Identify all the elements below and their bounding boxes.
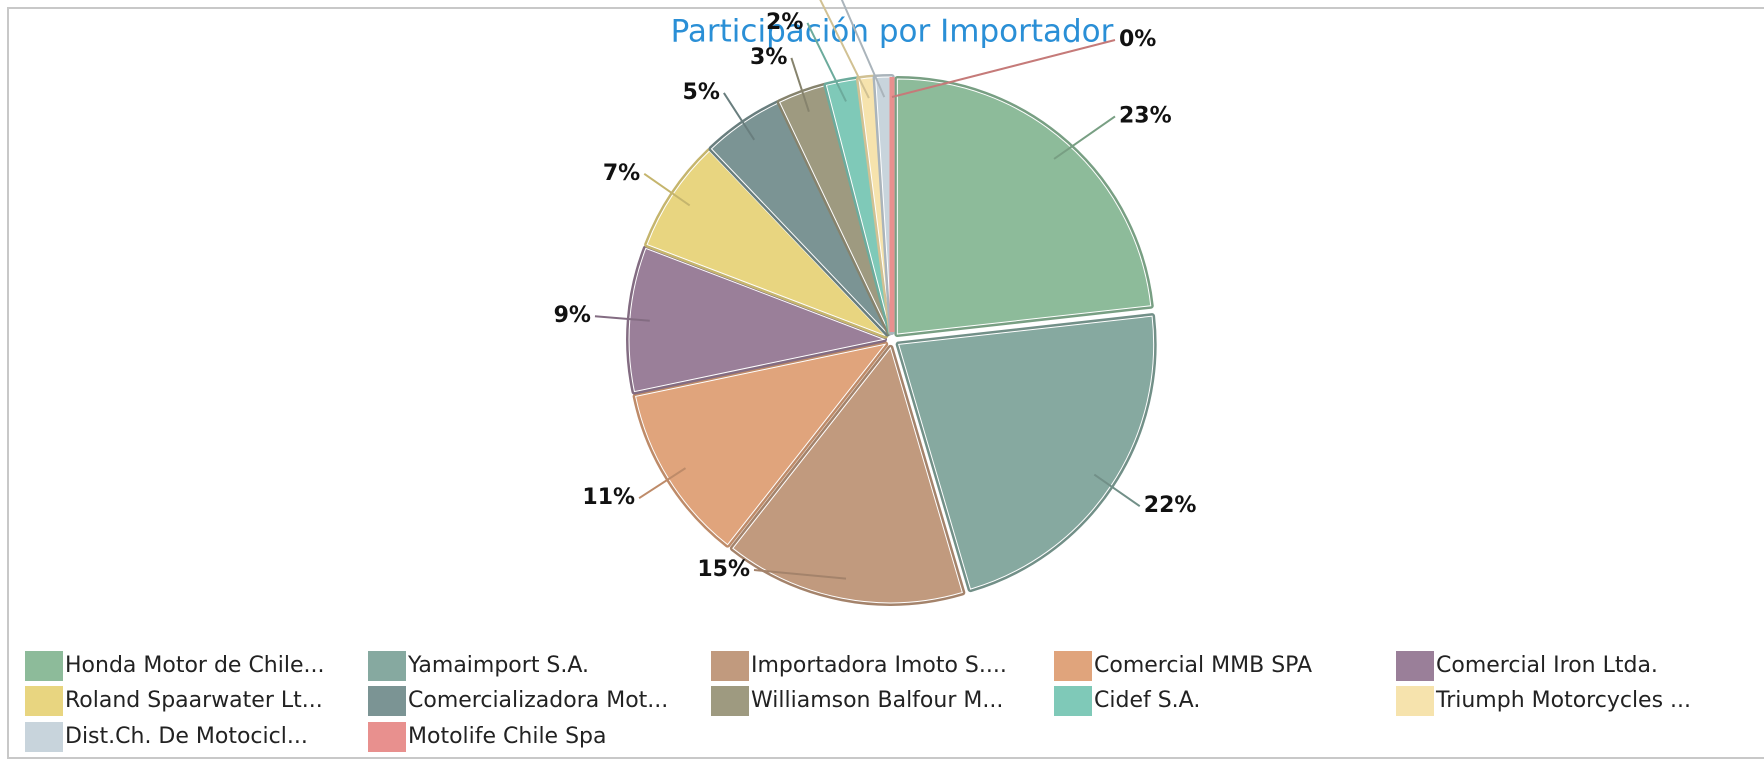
leader-line bbox=[594, 315, 650, 322]
legend-swatch bbox=[25, 686, 63, 716]
pie-slice-face bbox=[896, 78, 1152, 335]
legend-swatch bbox=[711, 686, 749, 716]
data-label: 5% bbox=[683, 80, 720, 105]
legend-swatch bbox=[1054, 686, 1092, 716]
legend-swatch bbox=[368, 686, 406, 716]
legend-label: Roland Spaarwater Lt... bbox=[65, 688, 323, 713]
leader-line bbox=[723, 92, 756, 141]
legend-label: Yamaimport S.A. bbox=[407, 653, 589, 678]
data-label: 9% bbox=[554, 303, 591, 328]
legend-label: Comercializadora Mot... bbox=[408, 688, 668, 713]
data-label: 3% bbox=[750, 45, 787, 70]
leader-line bbox=[790, 57, 810, 112]
data-label: 0% bbox=[1119, 27, 1156, 52]
leader-line bbox=[1053, 115, 1116, 160]
leader-line bbox=[840, 0, 886, 98]
legend-swatch bbox=[1396, 651, 1434, 681]
data-label: 7% bbox=[603, 161, 640, 186]
pie-slice-face bbox=[732, 346, 963, 604]
data-label: 15% bbox=[697, 557, 750, 582]
legend-label: Motolife Chile Spa bbox=[408, 724, 607, 749]
leader-line bbox=[643, 173, 691, 207]
chart-title: Participación por Importador bbox=[671, 14, 1114, 50]
data-label: 11% bbox=[582, 485, 635, 510]
legend-swatch bbox=[25, 722, 63, 752]
legend-label: Honda Motor de Chile... bbox=[65, 653, 325, 678]
data-label: 2% bbox=[766, 10, 803, 35]
leader-line bbox=[891, 39, 1116, 98]
legend-swatch bbox=[368, 651, 406, 681]
legend-swatch bbox=[711, 651, 749, 681]
data-label: 22% bbox=[1144, 493, 1197, 518]
legend-label: Cidef S.A. bbox=[1094, 688, 1200, 713]
legend-swatch bbox=[1054, 651, 1092, 681]
legend-swatch bbox=[1396, 686, 1434, 716]
legend-label: Dist.Ch. De Motocicl... bbox=[65, 724, 308, 749]
legend-label: Williamson Balfour M... bbox=[751, 688, 1003, 713]
data-label: 23% bbox=[1119, 103, 1172, 128]
legend-label: Importadora Imoto S.... bbox=[751, 653, 1007, 678]
leader-line bbox=[753, 569, 847, 580]
legend-label: Comercial MMB SPA bbox=[1094, 653, 1312, 678]
leader-line bbox=[819, 0, 870, 99]
leader-line bbox=[638, 467, 687, 500]
legend-label: Comercial Iron Ltda. bbox=[1436, 653, 1658, 678]
legend-label: Triumph Motorcycles ... bbox=[1435, 688, 1691, 713]
leader-line bbox=[1093, 473, 1141, 507]
legend-swatch bbox=[368, 722, 406, 752]
leader-line bbox=[806, 22, 847, 102]
legend-swatch bbox=[25, 651, 63, 681]
